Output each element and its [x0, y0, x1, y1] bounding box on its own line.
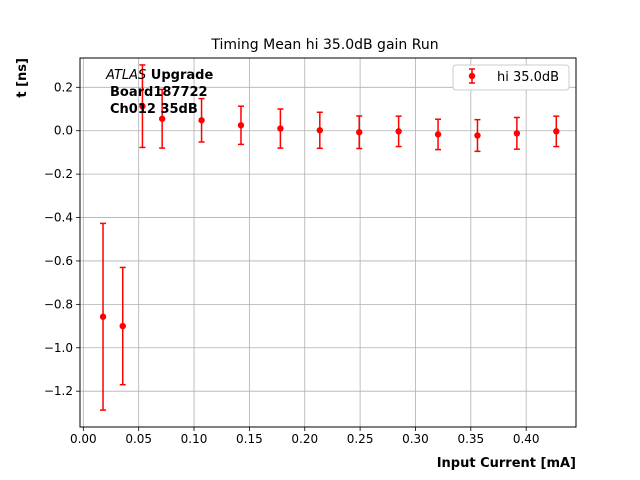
point-marker: [237, 122, 245, 129]
data-point: [277, 108, 284, 149]
data-point: [119, 266, 126, 386]
point-marker: [139, 102, 146, 110]
y-tick-label: 0.2: [54, 80, 73, 94]
data-point: [316, 111, 324, 150]
data-point: [237, 105, 245, 146]
data-point: [99, 222, 107, 411]
svg-text:ATLAS Upgrade: ATLAS Upgrade: [105, 68, 213, 83]
x-tick-label: 0.30: [402, 432, 429, 446]
data-point: [553, 115, 560, 148]
point-marker: [158, 115, 166, 122]
legend-marker: [468, 68, 476, 84]
annotation-upgrade: Upgrade: [146, 68, 213, 83]
x-tick-label: 0.40: [513, 432, 540, 446]
x-tick-label: 0.00: [70, 432, 97, 446]
data-point: [395, 115, 402, 148]
data-series: [99, 64, 560, 411]
x-tick-label: 0.25: [347, 432, 374, 446]
point-marker: [198, 117, 205, 124]
annotation-atlas: ATLAS: [105, 68, 146, 83]
y-tick-label: 0.0: [54, 124, 73, 138]
data-point: [198, 97, 205, 143]
point-marker: [119, 322, 126, 330]
legend-label: hi 35.0dB: [497, 70, 559, 85]
point-marker: [474, 132, 481, 139]
data-point: [434, 118, 442, 151]
legend: hi 35.0dB: [452, 64, 570, 91]
point-marker: [277, 125, 284, 132]
data-point: [356, 115, 363, 150]
point-marker: [395, 128, 402, 135]
x-tick-label: 0.35: [457, 432, 484, 446]
data-point: [474, 118, 481, 153]
x-tick-label: 0.05: [125, 432, 152, 446]
y-axis-label: t [ns]: [15, 58, 30, 98]
point-marker: [434, 131, 442, 138]
atlas-annotation: ATLAS Upgrade Board187722 Ch012 35dB: [105, 68, 213, 117]
point-marker: [316, 127, 324, 134]
legend-box: [452, 64, 570, 91]
data-point: [513, 116, 521, 150]
point-marker: [99, 313, 107, 320]
y-tick-label: −1.0: [44, 341, 73, 355]
plot-frame: [79, 57, 577, 428]
y-tick-label: −0.8: [44, 297, 73, 311]
y-tick-label: −1.2: [44, 384, 73, 398]
axis-ticks: 0.00 0.05 0.10 0.15 0.20 0.25 0.30 0.35 0.40 0.2 0…: [44, 80, 540, 446]
data-point: [158, 88, 166, 149]
x-tick-label: 0.10: [181, 432, 208, 446]
data-point: [139, 64, 146, 149]
point-marker: [356, 129, 363, 136]
annotation-channel: Ch012 35dB: [110, 102, 198, 117]
chart-title: Timing Mean hi 35.0dB gain Run: [210, 37, 438, 53]
point-marker: [553, 128, 560, 135]
point-marker: [513, 130, 521, 137]
y-tick-label: −0.4: [44, 211, 73, 225]
x-tick-label: 0.20: [291, 432, 318, 446]
y-tick-label: −0.6: [44, 254, 73, 268]
y-tick-label: −0.2: [44, 167, 73, 181]
annotation-board: Board187722: [110, 85, 208, 100]
x-axis-label: Input Current [mA]: [437, 456, 576, 471]
x-tick-label: 0.15: [236, 432, 263, 446]
